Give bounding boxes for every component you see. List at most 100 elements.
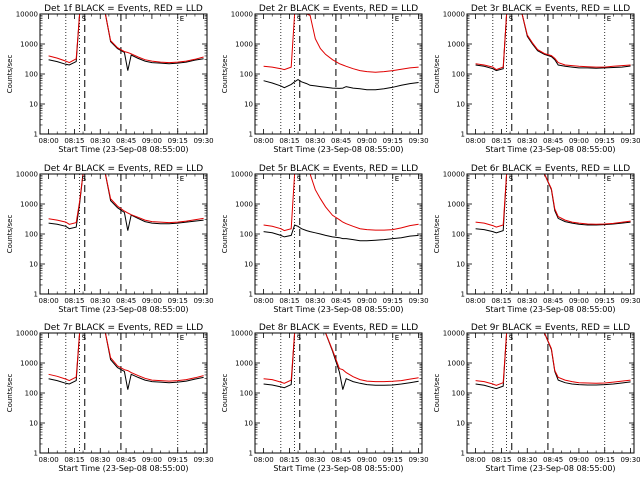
y-tick-label: 100 bbox=[240, 71, 253, 79]
y-tick-label: 100 bbox=[452, 231, 465, 239]
plot-frame bbox=[254, 332, 423, 454]
x-tick-label: 08:00 bbox=[254, 456, 274, 464]
x-tick-label: 08:00 bbox=[39, 137, 59, 145]
x-tick-label: 09:30 bbox=[193, 456, 213, 464]
y-tick-label: 10000 bbox=[443, 11, 465, 19]
x-tick-label: 08:15 bbox=[64, 297, 84, 305]
x-tick-label: 08:45 bbox=[116, 456, 136, 464]
x-tick-label: 09:00 bbox=[357, 456, 377, 464]
start-marker: S bbox=[82, 15, 87, 23]
y-axis-label: Counts/sec bbox=[433, 55, 441, 94]
x-tick-label: 09:15 bbox=[595, 297, 615, 305]
x-tick-label: 08:15 bbox=[491, 137, 511, 145]
y-tick-label: 1000 bbox=[447, 41, 465, 49]
y-tick-label: 1000 bbox=[235, 360, 253, 368]
x-axis-label: Start Time (23-Sep-08 08:55:00) bbox=[273, 145, 403, 154]
x-tick-label: 08:00 bbox=[39, 297, 59, 305]
x-tick-label: 08:00 bbox=[254, 297, 274, 305]
y-tick-label: 1000 bbox=[20, 201, 38, 209]
panel-title: Det 4r BLACK = Events, RED = LLD bbox=[44, 164, 203, 174]
x-tick-label: 08:30 bbox=[90, 456, 110, 464]
y-axis-label: Counts/sec bbox=[6, 215, 14, 254]
x-tick-label: 08:30 bbox=[517, 456, 537, 464]
y-tick-label: 1 bbox=[34, 450, 38, 458]
end-marker: E bbox=[607, 175, 611, 183]
x-axis-label: Start Time (23-Sep-08 08:55:00) bbox=[485, 145, 615, 154]
y-tick-label: 10 bbox=[456, 261, 465, 269]
x-tick-label: 08:30 bbox=[90, 297, 110, 305]
x-tick-label: 09:15 bbox=[383, 137, 403, 145]
y-tick-label: 1 bbox=[461, 291, 465, 299]
lld-curve bbox=[48, 173, 204, 225]
y-axis-label: Counts/sec bbox=[221, 215, 229, 254]
events-curve bbox=[263, 224, 419, 242]
x-tick-label: 09:30 bbox=[193, 297, 213, 305]
x-tick-label: 08:30 bbox=[90, 137, 110, 145]
plot-frame bbox=[466, 332, 635, 454]
x-tick-label: 09:15 bbox=[168, 297, 188, 305]
y-tick-label: 100 bbox=[452, 390, 465, 398]
y-tick-label: 10000 bbox=[231, 171, 253, 179]
end-marker: E bbox=[395, 334, 399, 342]
y-tick-label: 100 bbox=[25, 71, 38, 79]
y-tick-label: 10000 bbox=[16, 171, 38, 179]
y-tick-label: 10 bbox=[456, 420, 465, 428]
end-marker: E bbox=[180, 334, 184, 342]
end-marker: E bbox=[180, 175, 184, 183]
x-tick-label: 09:15 bbox=[595, 137, 615, 145]
x-tick-label: 08:30 bbox=[305, 137, 325, 145]
x-tick-label: 08:45 bbox=[331, 137, 351, 145]
x-tick-label: 09:15 bbox=[168, 456, 188, 464]
y-axis-label: Counts/sec bbox=[221, 55, 229, 94]
y-tick-label: 10000 bbox=[231, 330, 253, 338]
x-tick-label: 08:15 bbox=[491, 456, 511, 464]
panel-2: Det 2r BLACK = Events, RED = LLD 1 10 100 10… bbox=[221, 4, 429, 154]
events-curve bbox=[48, 173, 204, 231]
x-axis-label: Start Time (23-Sep-08 08:55:00) bbox=[485, 305, 615, 314]
start-marker: S bbox=[509, 334, 514, 342]
y-tick-label: 10 bbox=[244, 101, 253, 109]
x-tick-label: 08:45 bbox=[543, 456, 563, 464]
start-marker: S bbox=[82, 334, 87, 342]
y-tick-label: 10000 bbox=[443, 330, 465, 338]
y-tick-label: 1000 bbox=[447, 360, 465, 368]
x-tick-label: 09:00 bbox=[142, 137, 162, 145]
start-marker: S bbox=[297, 334, 302, 342]
panel-title: Det 8r BLACK = Events, RED = LLD bbox=[259, 323, 418, 333]
x-tick-label: 08:45 bbox=[331, 297, 351, 305]
y-axis-label: Counts/sec bbox=[6, 55, 14, 94]
x-tick-label: 08:15 bbox=[279, 456, 299, 464]
y-axis-label: Counts/sec bbox=[6, 374, 14, 413]
panel-8: Det 8r BLACK = Events, RED = LLD 1 10 100 10… bbox=[221, 323, 429, 473]
x-tick-label: 08:15 bbox=[64, 137, 84, 145]
y-tick-label: 1 bbox=[249, 450, 253, 458]
end-marker: E bbox=[395, 175, 399, 183]
y-tick-label: 1 bbox=[249, 291, 253, 299]
plot-frame bbox=[39, 13, 208, 135]
x-tick-label: 09:00 bbox=[357, 137, 377, 145]
x-tick-label: 08:45 bbox=[543, 297, 563, 305]
y-tick-label: 1 bbox=[461, 450, 465, 458]
panel-9: Det 9r BLACK = Events, RED = LLD 1 10 100 10… bbox=[433, 323, 640, 473]
x-tick-label: 09:15 bbox=[383, 456, 403, 464]
y-tick-label: 10 bbox=[244, 420, 253, 428]
x-axis-label: Start Time (23-Sep-08 08:55:00) bbox=[273, 464, 403, 473]
x-tick-label: 08:15 bbox=[279, 297, 299, 305]
y-tick-label: 100 bbox=[452, 71, 465, 79]
x-tick-label: 09:15 bbox=[383, 297, 403, 305]
y-tick-label: 1000 bbox=[235, 41, 253, 49]
end-marker: E bbox=[607, 334, 611, 342]
x-tick-label: 09:30 bbox=[408, 297, 428, 305]
x-tick-label: 08:00 bbox=[466, 456, 486, 464]
end-marker: E bbox=[607, 15, 611, 23]
y-tick-label: 10000 bbox=[16, 330, 38, 338]
lld-curve bbox=[48, 13, 204, 64]
plot-frame bbox=[39, 173, 208, 295]
start-marker: S bbox=[509, 175, 514, 183]
x-tick-label: 09:00 bbox=[142, 456, 162, 464]
x-tick-label: 09:00 bbox=[569, 297, 589, 305]
x-tick-label: 08:30 bbox=[305, 297, 325, 305]
y-tick-label: 100 bbox=[240, 390, 253, 398]
y-tick-label: 10 bbox=[29, 261, 38, 269]
